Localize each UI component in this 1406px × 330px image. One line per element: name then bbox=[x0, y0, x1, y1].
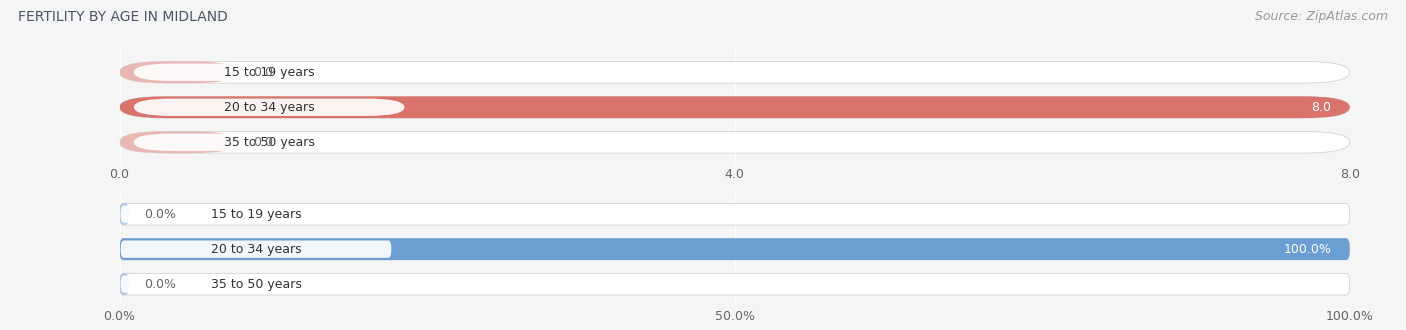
FancyBboxPatch shape bbox=[121, 241, 391, 258]
FancyBboxPatch shape bbox=[120, 61, 239, 83]
Text: Source: ZipAtlas.com: Source: ZipAtlas.com bbox=[1254, 10, 1388, 23]
Text: 35 to 50 years: 35 to 50 years bbox=[211, 278, 301, 291]
FancyBboxPatch shape bbox=[120, 203, 1350, 225]
FancyBboxPatch shape bbox=[120, 238, 1350, 260]
FancyBboxPatch shape bbox=[120, 273, 129, 295]
Text: 15 to 19 years: 15 to 19 years bbox=[224, 66, 315, 79]
Text: 0.0: 0.0 bbox=[253, 136, 273, 149]
Text: 20 to 34 years: 20 to 34 years bbox=[224, 101, 315, 114]
FancyBboxPatch shape bbox=[120, 203, 129, 225]
FancyBboxPatch shape bbox=[120, 131, 1350, 153]
Text: 15 to 19 years: 15 to 19 years bbox=[211, 208, 301, 221]
FancyBboxPatch shape bbox=[121, 276, 391, 293]
FancyBboxPatch shape bbox=[120, 131, 239, 153]
FancyBboxPatch shape bbox=[120, 61, 1350, 83]
Text: 100.0%: 100.0% bbox=[1284, 243, 1331, 256]
FancyBboxPatch shape bbox=[134, 134, 405, 151]
Text: 0.0: 0.0 bbox=[253, 66, 273, 79]
Text: 20 to 34 years: 20 to 34 years bbox=[211, 243, 301, 256]
FancyBboxPatch shape bbox=[120, 273, 1350, 295]
Text: FERTILITY BY AGE IN MIDLAND: FERTILITY BY AGE IN MIDLAND bbox=[18, 10, 228, 24]
FancyBboxPatch shape bbox=[120, 96, 1350, 118]
Text: 8.0: 8.0 bbox=[1312, 101, 1331, 114]
FancyBboxPatch shape bbox=[120, 238, 1350, 260]
Text: 0.0%: 0.0% bbox=[143, 278, 176, 291]
Text: 0.0%: 0.0% bbox=[143, 208, 176, 221]
FancyBboxPatch shape bbox=[134, 64, 405, 81]
FancyBboxPatch shape bbox=[134, 99, 405, 116]
Text: 35 to 50 years: 35 to 50 years bbox=[224, 136, 315, 149]
FancyBboxPatch shape bbox=[120, 96, 1350, 118]
FancyBboxPatch shape bbox=[121, 206, 391, 223]
